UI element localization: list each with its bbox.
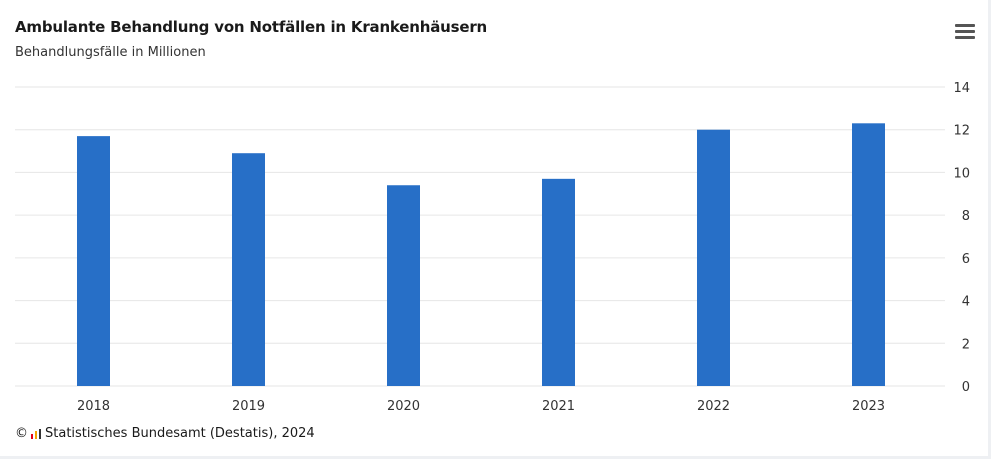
y-tick-label: 10 [953, 166, 970, 181]
source-text: Statistisches Bundesamt (Destatis), 2024 [45, 426, 315, 441]
hamburger-menu-icon[interactable] [955, 24, 975, 42]
copyright-symbol: © [15, 426, 28, 441]
source-credit: © Statistisches Bundesamt (Destatis), 20… [15, 426, 315, 441]
y-tick-label: 8 [962, 209, 970, 224]
x-tick-label: 2019 [232, 399, 265, 414]
x-tick-label: 2018 [77, 399, 110, 414]
x-tick-label: 2022 [697, 399, 730, 414]
y-tick-label: 4 [962, 295, 970, 310]
bar [232, 153, 265, 386]
x-tick-label: 2023 [852, 399, 885, 414]
bar [542, 178, 575, 386]
bar [387, 185, 420, 386]
x-tick-label: 2021 [542, 399, 575, 414]
destatis-logo-icon [31, 428, 42, 439]
chart-title: Ambulante Behandlung von Notfällen in Kr… [15, 18, 488, 36]
chart-subtitle: Behandlungsfälle in Millionen [15, 45, 206, 60]
y-tick-label: 14 [953, 81, 970, 96]
y-tick-label: 2 [962, 337, 970, 352]
bar [852, 123, 885, 387]
bar [697, 129, 730, 386]
x-tick-label: 2020 [387, 399, 420, 414]
bar [77, 136, 110, 386]
y-tick-label: 12 [953, 124, 970, 139]
y-tick-label: 6 [962, 252, 970, 267]
y-tick-label: 0 [962, 380, 970, 395]
